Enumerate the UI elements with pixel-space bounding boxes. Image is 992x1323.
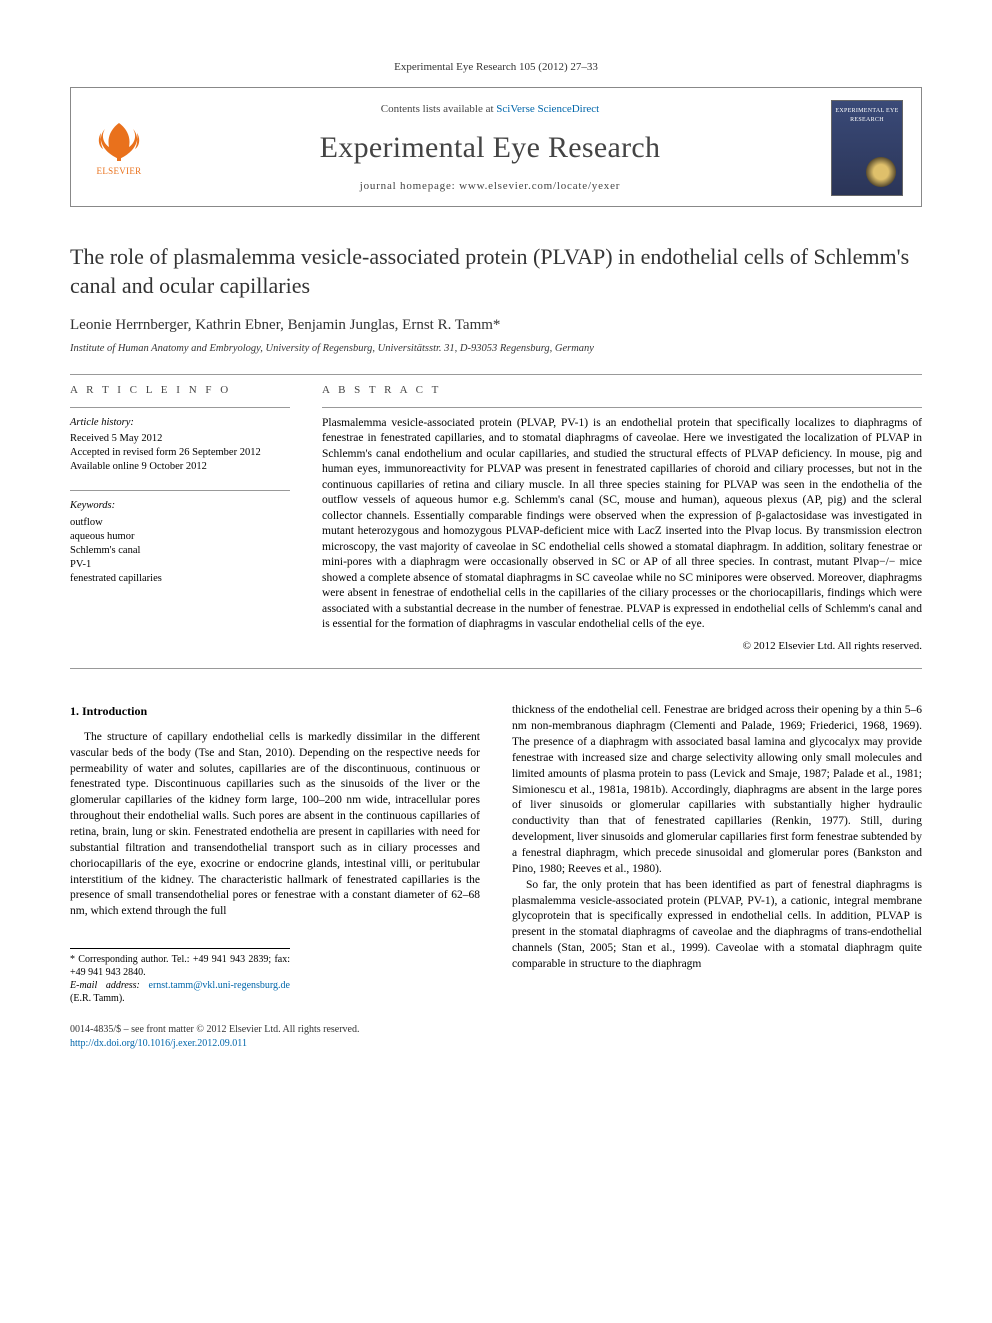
elsevier-logo: ELSEVIER (89, 113, 149, 183)
body-column-left: 1. Introduction The structure of capilla… (70, 703, 480, 1050)
section-heading-intro: 1. Introduction (70, 703, 480, 720)
body-paragraph: The structure of capillary endothelial c… (70, 730, 480, 920)
doi-link[interactable]: http://dx.doi.org/10.1016/j.exer.2012.09… (70, 1037, 480, 1051)
article-title: The role of plasmalemma vesicle-associat… (70, 243, 922, 300)
keyword: aqueous humor (70, 530, 290, 544)
contents-prefix: Contents lists available at (381, 103, 496, 115)
keyword: PV-1 (70, 558, 290, 572)
cover-title: EXPERIMENTAL EYE RESEARCH (832, 101, 902, 124)
history-label: Article history: (70, 416, 290, 430)
history-online: Available online 9 October 2012 (70, 460, 290, 474)
journal-name: Experimental Eye Research (149, 127, 831, 169)
email-label: E-mail address: (70, 980, 149, 991)
divider (70, 374, 922, 375)
history-accepted: Accepted in revised form 26 September 20… (70, 446, 290, 460)
keywords-label: Keywords: (70, 499, 290, 513)
corresponding-author-note: * Corresponding author. Tel.: +49 941 94… (70, 953, 290, 979)
elsevier-brand-text: ELSEVIER (97, 165, 142, 178)
elsevier-tree-icon (97, 119, 141, 163)
journal-homepage-line: journal homepage: www.elsevier.com/locat… (149, 179, 831, 194)
divider (70, 668, 922, 669)
footer-bar: 0014-4835/$ – see front matter © 2012 El… (70, 1023, 480, 1051)
history-received: Received 5 May 2012 (70, 432, 290, 446)
divider (70, 407, 290, 408)
abstract-text: Plasmalemma vesicle-associated protein (… (322, 416, 922, 633)
author-email-link[interactable]: ernst.tamm@vkl.uni-regensburg.de (149, 980, 291, 991)
keyword: Schlemm's canal (70, 544, 290, 558)
journal-masthead: ELSEVIER Contents lists available at Sci… (70, 87, 922, 207)
affiliation: Institute of Human Anatomy and Embryolog… (70, 342, 922, 357)
article-history: Article history: Received 5 May 2012 Acc… (70, 416, 290, 475)
keyword: outflow (70, 516, 290, 530)
homepage-url[interactable]: www.elsevier.com/locate/yexer (459, 180, 620, 192)
email-suffix: (E.R. Tamm). (70, 993, 125, 1004)
abstract-copyright: © 2012 Elsevier Ltd. All rights reserved… (322, 639, 922, 654)
divider (322, 407, 922, 408)
homepage-label: journal homepage: (360, 180, 459, 192)
abstract-heading: A B S T R A C T (322, 383, 922, 398)
footnotes: * Corresponding author. Tel.: +49 941 94… (70, 948, 290, 1005)
contents-available-line: Contents lists available at SciVerse Sci… (149, 102, 831, 117)
divider (70, 490, 290, 491)
keywords-block: Keywords: outflow aqueous humor Schlemm'… (70, 499, 290, 586)
body-column-right: thickness of the endothelial cell. Fenes… (512, 703, 922, 1050)
body-paragraph: thickness of the endothelial cell. Fenes… (512, 703, 922, 877)
body-paragraph: So far, the only protein that has been i… (512, 878, 922, 973)
authors-line: Leonie Herrnberger, Kathrin Ebner, Benja… (70, 315, 922, 336)
issn-line: 0014-4835/$ – see front matter © 2012 El… (70, 1023, 480, 1037)
running-header: Experimental Eye Research 105 (2012) 27–… (70, 60, 922, 75)
article-info-heading: A R T I C L E I N F O (70, 383, 290, 398)
email-line: E-mail address: ernst.tamm@vkl.uni-regen… (70, 979, 290, 1005)
sciencedirect-link[interactable]: SciVerse ScienceDirect (496, 103, 599, 115)
keyword: fenestrated capillaries (70, 572, 290, 586)
journal-cover-thumbnail: EXPERIMENTAL EYE RESEARCH (831, 100, 903, 196)
